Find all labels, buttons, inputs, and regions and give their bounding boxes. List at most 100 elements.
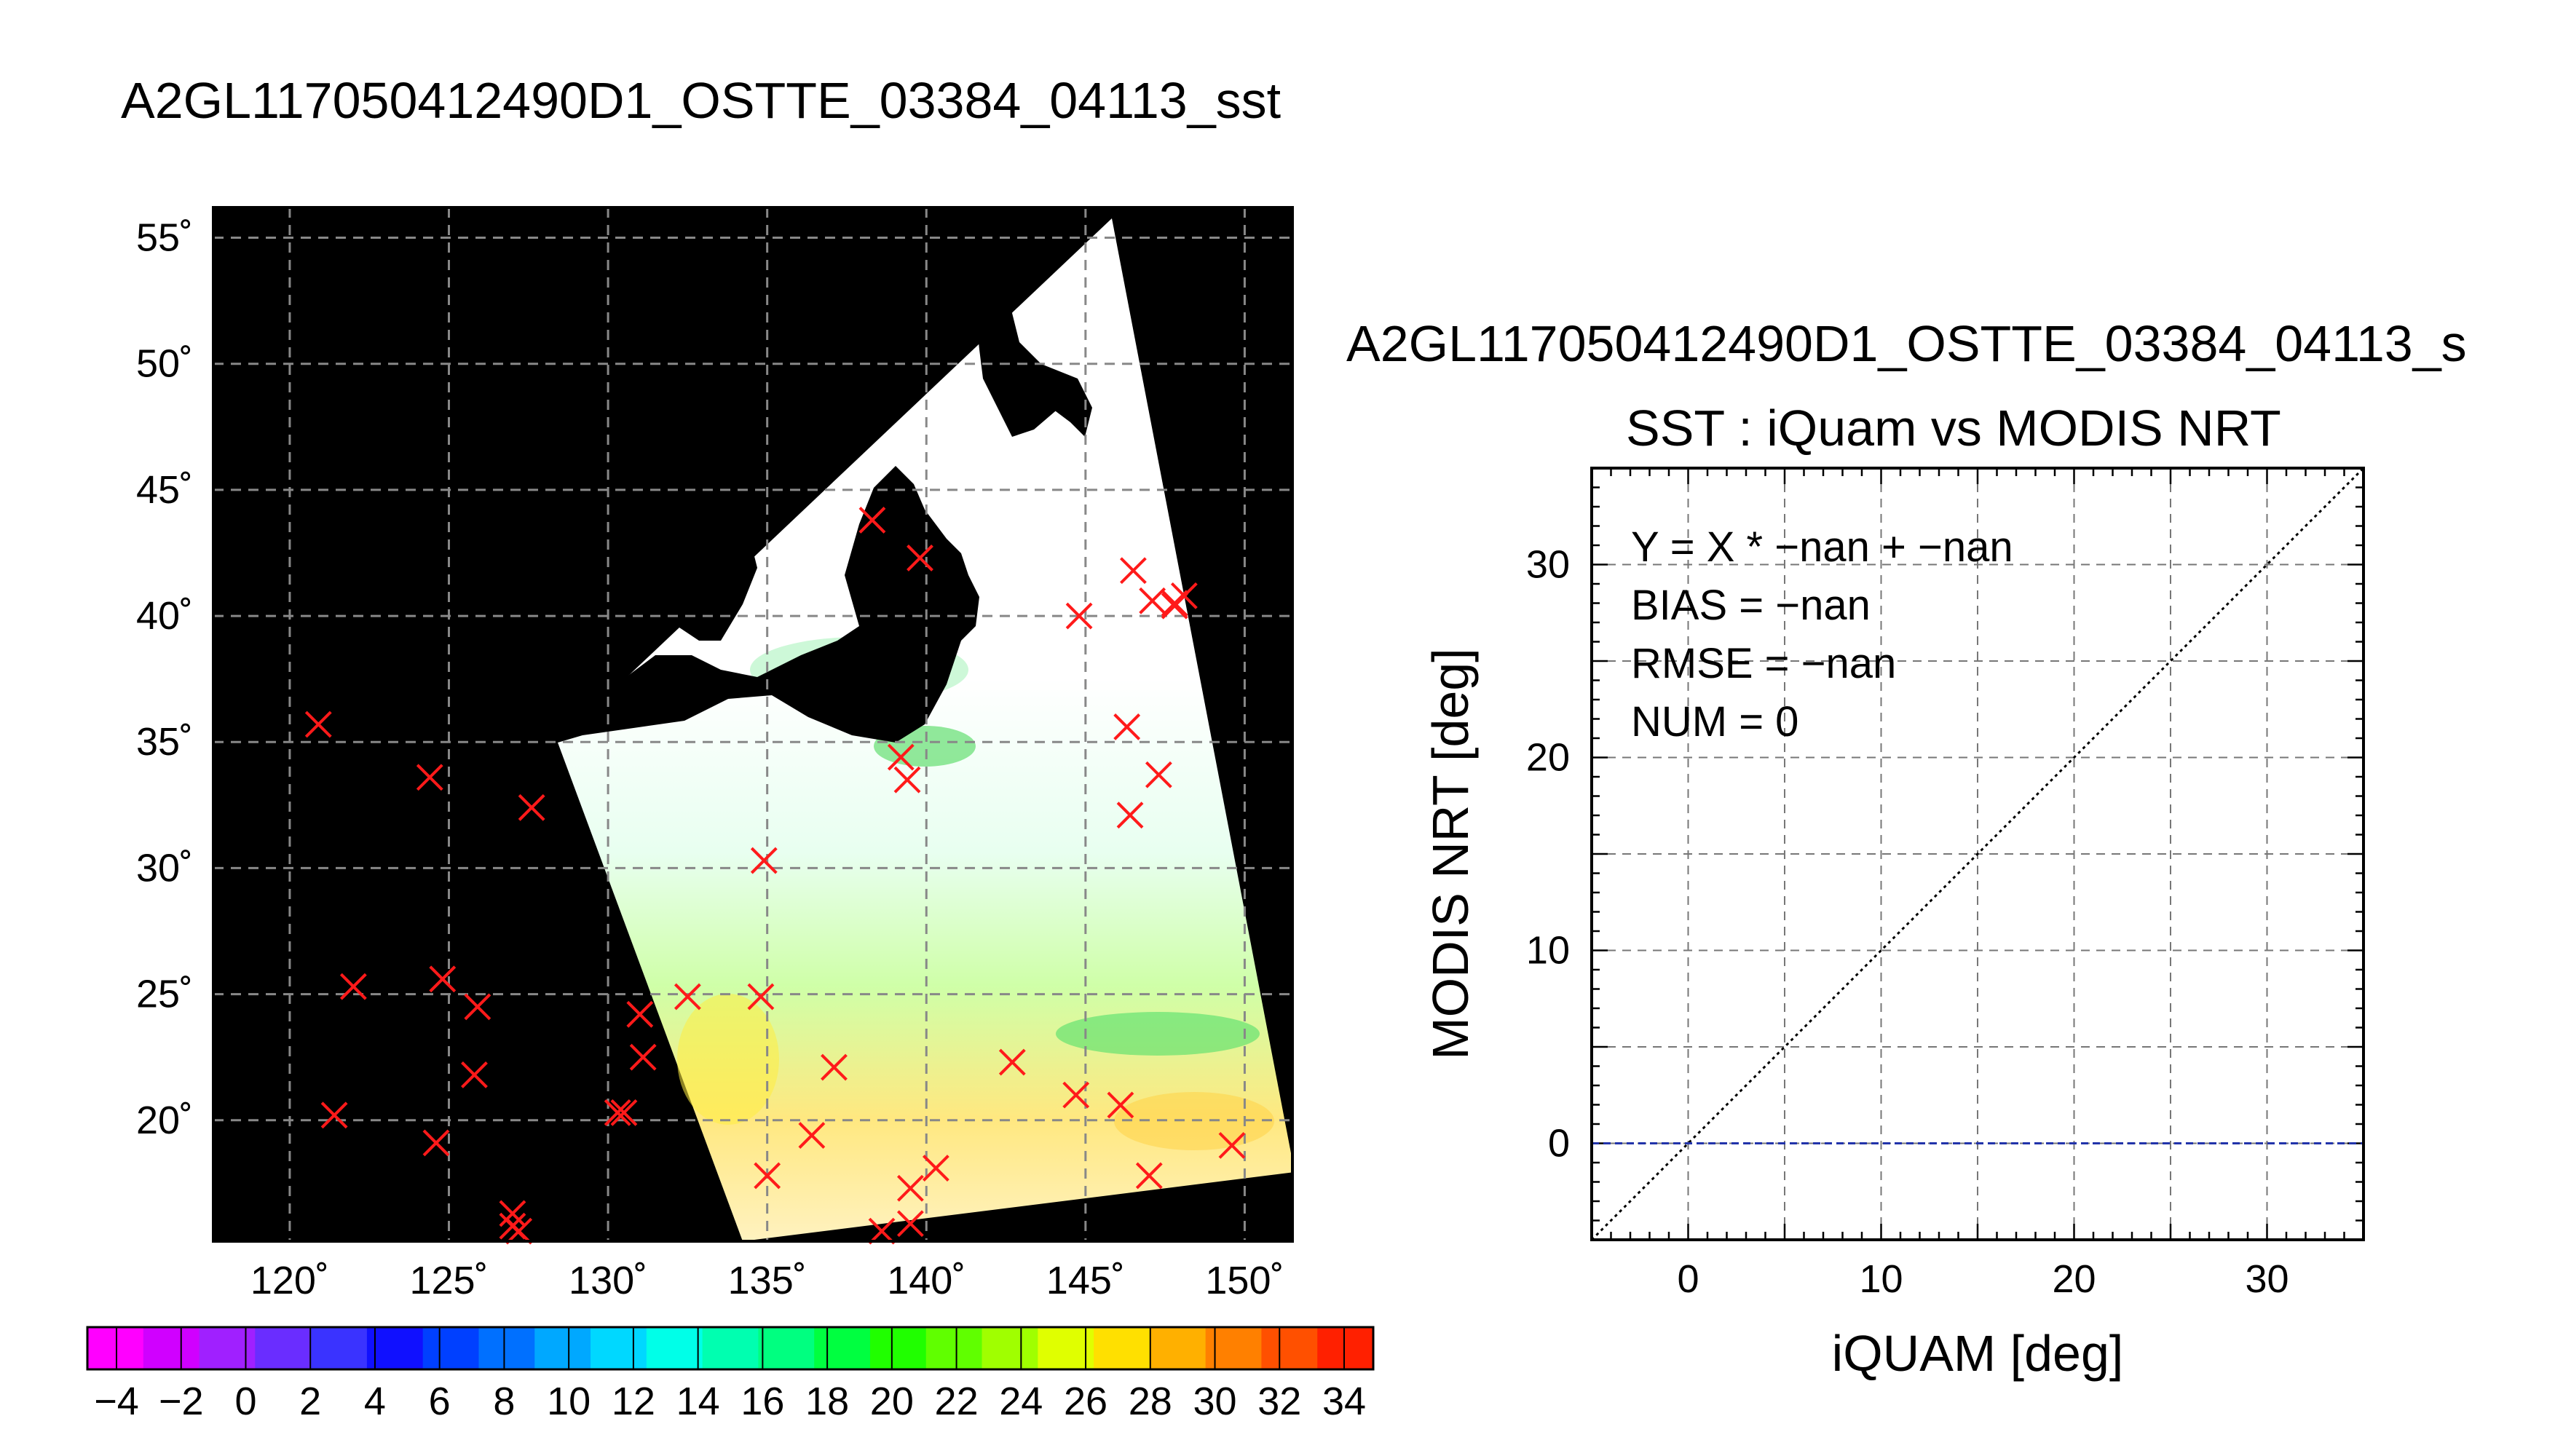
buoy-marker: [858, 507, 886, 534]
colorbar-tick-label: 18: [805, 1380, 849, 1423]
sst-green-patch: [1056, 1012, 1260, 1056]
korea-landmass: [641, 451, 757, 641]
buoy-marker: [518, 794, 545, 821]
colorbar-tick-label: 2: [299, 1380, 321, 1423]
buoy-marker: [922, 1155, 949, 1182]
buoy-marker: [1218, 1131, 1246, 1159]
buoy-marker: [821, 1053, 848, 1081]
map-markers: [304, 507, 1246, 1245]
colorbar-tick-label: 28: [1129, 1380, 1172, 1423]
colorbar-swatch: [591, 1327, 647, 1369]
map-x-tick-label: 150˚: [1205, 1259, 1284, 1302]
scatter-frame: [1590, 467, 2365, 1241]
buoy-marker: [896, 1210, 924, 1238]
colorbar-tick-label: 24: [999, 1380, 1043, 1423]
scatter-y-tick-label: 20: [1526, 736, 1570, 780]
buoy-marker: [896, 1174, 924, 1202]
one-to-one-line: [1590, 467, 2365, 1241]
colorbar-swatch: [255, 1327, 312, 1369]
scatter-x-tick-label: 30: [2245, 1257, 2289, 1301]
buoy-marker: [1113, 713, 1141, 740]
buoy-marker: [629, 1043, 657, 1071]
colorbar-tick-label: −4: [94, 1380, 139, 1423]
buoy-marker: [798, 1122, 826, 1149]
buoy-marker: [422, 1129, 450, 1157]
buoy-marker: [626, 1000, 654, 1028]
map-y-tick-label: 35˚: [136, 720, 193, 764]
map-y-tick-label: 45˚: [136, 468, 193, 512]
buoy-marker: [505, 1217, 533, 1245]
buoy-marker: [461, 1061, 488, 1088]
colorbar-swatch: [478, 1327, 535, 1369]
colorbar-tick-label: −2: [159, 1380, 204, 1423]
buoy-marker: [887, 743, 915, 771]
map-grid: [213, 207, 1292, 1241]
colorbar-tick-label: 14: [676, 1380, 720, 1423]
buoy-marker: [610, 1099, 638, 1126]
japan-landmass: [558, 211, 1112, 743]
colorbar-tick-label: 34: [1322, 1380, 1366, 1423]
buoy-marker: [1065, 602, 1093, 630]
buoy-marker: [1116, 802, 1144, 829]
map-x-tick-label: 125˚: [409, 1259, 488, 1302]
buoy-marker: [1107, 1091, 1134, 1119]
scatter-file-title: A2GL117050412490D1_OSTTE_03384_04113_s: [1346, 315, 2467, 372]
stat-annotation: Y = X * −nan + −nan: [1631, 523, 2013, 571]
buoy-marker: [1062, 1081, 1090, 1109]
buoy-marker: [1135, 1162, 1163, 1190]
buoy-marker: [499, 1200, 526, 1227]
colorbar-swatch: [925, 1327, 983, 1369]
colorbar-tick-label: 16: [741, 1380, 784, 1423]
colorbar: [86, 1326, 1375, 1371]
colorbar-swatch: [646, 1327, 703, 1369]
buoy-marker: [304, 711, 332, 738]
map-x-tick-label: 145˚: [1046, 1259, 1125, 1302]
colorbar-swatch: [366, 1327, 424, 1369]
buoy-marker: [320, 1101, 348, 1129]
buoy-marker: [674, 983, 701, 1010]
colorbar-swatch: [1094, 1327, 1150, 1369]
colorbar-swatch: [1205, 1327, 1262, 1369]
map-frame: [212, 206, 1294, 1243]
colorbar-swatch: [758, 1327, 815, 1369]
colorbar-swatch: [1038, 1327, 1094, 1369]
buoy-marker: [1161, 592, 1188, 620]
colorbar-tick-label: 30: [1193, 1380, 1236, 1423]
colorbar-tick-label: 22: [935, 1380, 979, 1423]
buoy-marker: [1145, 761, 1172, 788]
map-x-tick-labels: 120˚ 125˚ 130˚ 135˚ 140˚ 145˚ 150˚: [250, 1259, 1284, 1302]
map-y-tick-label: 30˚: [136, 846, 193, 890]
colorbar-swatch: [422, 1327, 479, 1369]
colorbar-tick-label: 0: [234, 1380, 256, 1423]
colorbar-swatch: [199, 1327, 256, 1369]
map-x-tick-label: 135˚: [728, 1259, 807, 1302]
colorbar-swatch: [702, 1327, 759, 1369]
buoy-marker: [604, 1099, 631, 1126]
buoy-marker: [416, 764, 443, 791]
buoy-marker: [747, 983, 775, 1010]
colorbar-swatch: [311, 1327, 368, 1369]
colorbar-swatch: [1317, 1327, 1374, 1369]
colorbar-tick-labels: −4 −2 0 2 4 6 8 10 12 14 16 18 20 22 24 26 28 30 32 34: [94, 1380, 1366, 1423]
buoy-marker: [1139, 587, 1166, 614]
sakhalin-landmass: [976, 233, 1059, 437]
scatter-x-tick-label: 0: [1677, 1257, 1699, 1301]
buoy-marker: [339, 973, 367, 1000]
scatter-plot-title: SST : iQuam vs MODIS NRT: [1626, 400, 2281, 456]
scatter-y-tick-label: 10: [1526, 929, 1570, 973]
buoy-marker: [464, 993, 491, 1021]
buoy-marker: [754, 1162, 781, 1190]
stat-annotation: BIAS = −nan: [1631, 582, 1871, 629]
buoy-marker: [907, 545, 933, 571]
buoy-marker: [429, 965, 457, 993]
colorbar-frame: [86, 1326, 1375, 1371]
map-y-tick-label: 25˚: [136, 973, 193, 1016]
colorbar-swatch: [534, 1327, 591, 1369]
colorbar-swatch: [143, 1327, 200, 1369]
map-x-tick-label: 120˚: [250, 1259, 329, 1302]
scatter-plot: 0 10 20 30 0 10 20 30 iQUAM [deg] MODIS NRT [deg]…: [1422, 467, 2365, 1382]
colorbar-swatch: [87, 1327, 144, 1369]
scatter-y-tick-label: 0: [1548, 1122, 1570, 1166]
map-x-tick-label: 130˚: [569, 1259, 647, 1302]
map-title: A2GL117050412490D1_OSTTE_03384_04113_sst: [121, 72, 1282, 129]
